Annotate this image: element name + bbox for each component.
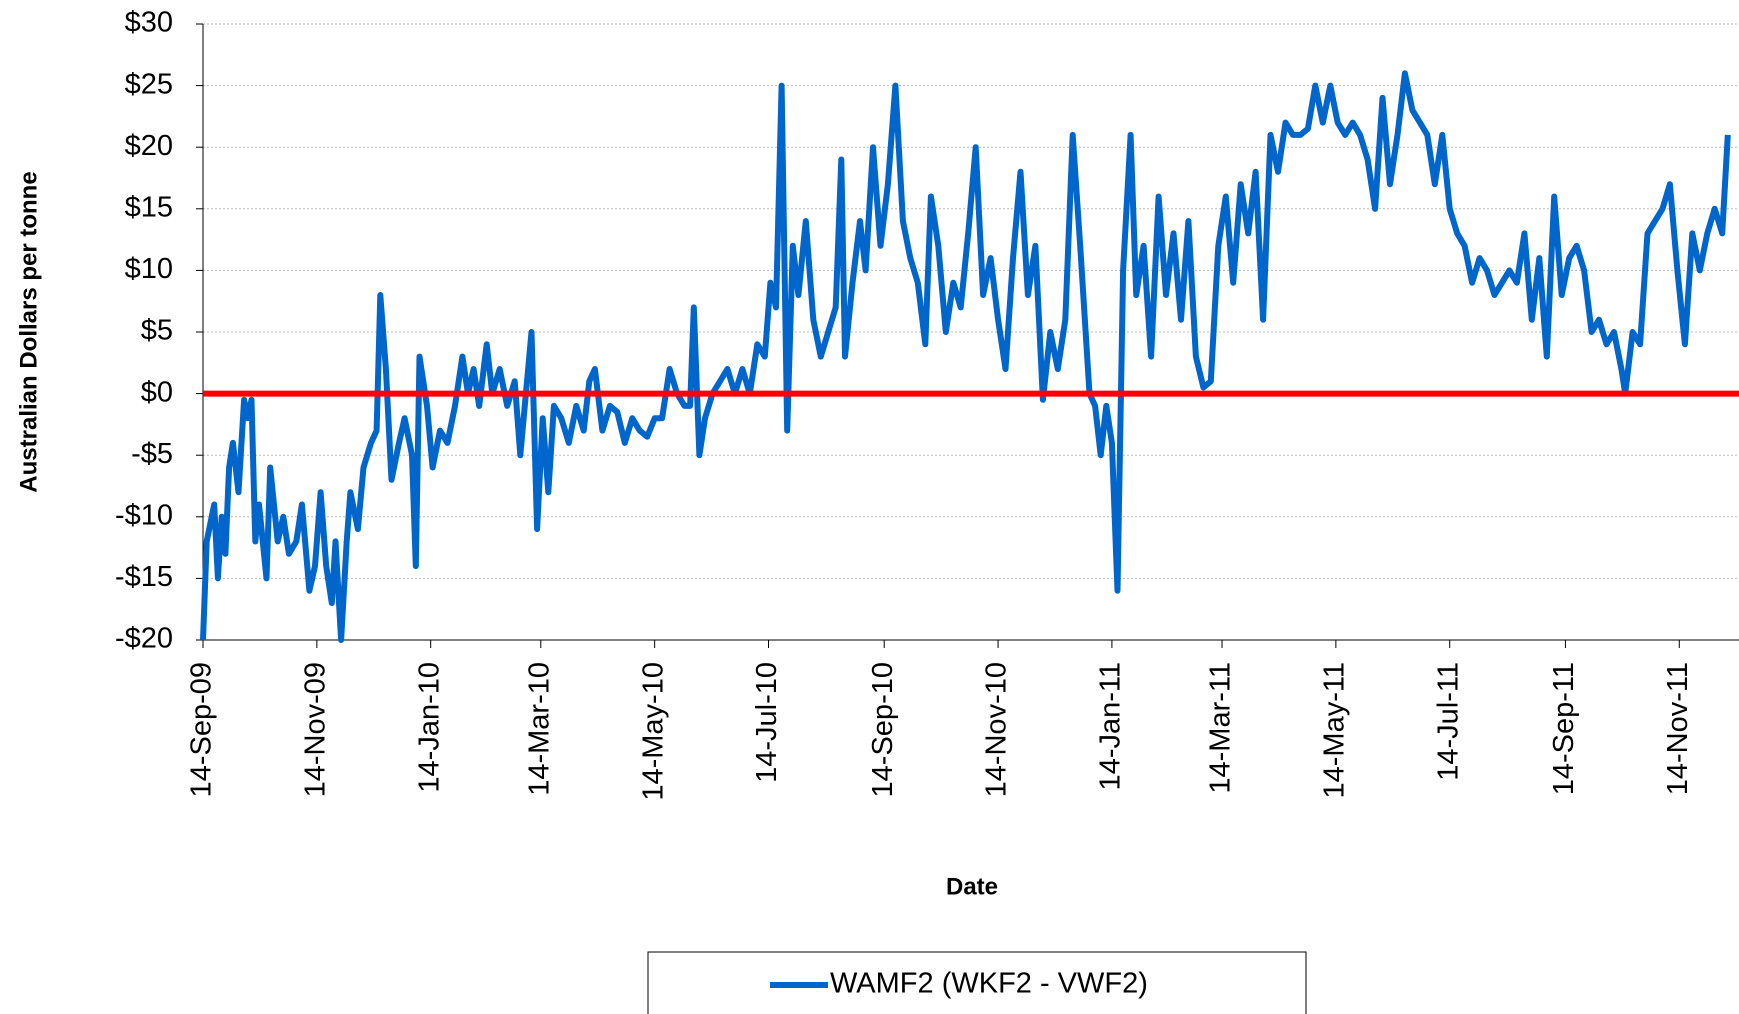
x-tick-label: 14-Nov-11 bbox=[1662, 662, 1694, 795]
x-tick-label: 14-Jul-10 bbox=[751, 662, 783, 783]
data-line bbox=[200, 70, 1731, 643]
legend-box bbox=[647, 951, 1307, 1014]
x-tick-label: 14-Jan-11 bbox=[1095, 662, 1127, 790]
y-tick-label: -$10 bbox=[115, 499, 173, 531]
x-tick-label: 14-May-11 bbox=[1319, 662, 1351, 798]
y-tick-label: -$15 bbox=[115, 561, 173, 593]
x-tick-label: 14-May-10 bbox=[637, 662, 669, 801]
y-tick-label: $10 bbox=[125, 253, 173, 285]
x-tick-label: 14-Sep-10 bbox=[867, 662, 899, 797]
y-tick-label: $30 bbox=[125, 7, 173, 39]
x-tick-label: 14-Mar-11 bbox=[1205, 662, 1237, 794]
y-tick-label: $25 bbox=[125, 68, 173, 100]
x-tick-label: 14-Jan-10 bbox=[413, 662, 445, 793]
x-tick-label: 14-Sep-09 bbox=[186, 662, 218, 797]
y-tick-label: -$20 bbox=[115, 623, 173, 655]
y-tick-label: $15 bbox=[125, 191, 173, 223]
y-tick-label: -$5 bbox=[131, 438, 173, 470]
y-tick-label: $0 bbox=[141, 376, 173, 408]
y-tick-label: $20 bbox=[125, 130, 173, 162]
x-tick-label: 14-Mar-10 bbox=[523, 662, 555, 796]
legend-label: WAMF2 (WKF2 - VWF2) bbox=[830, 968, 1148, 1000]
y-axis-title: Australian Dollars per tonne bbox=[15, 171, 42, 492]
x-tick-label: 14-Jul-11 bbox=[1432, 662, 1464, 781]
y-tick-label: $5 bbox=[141, 315, 173, 347]
x-tick-label: 14-Nov-10 bbox=[981, 662, 1013, 797]
x-tick-label: 14-Sep-11 bbox=[1548, 662, 1580, 795]
x-tick-label: 14-Nov-09 bbox=[300, 662, 332, 797]
x-axis-title: Date bbox=[946, 873, 998, 900]
